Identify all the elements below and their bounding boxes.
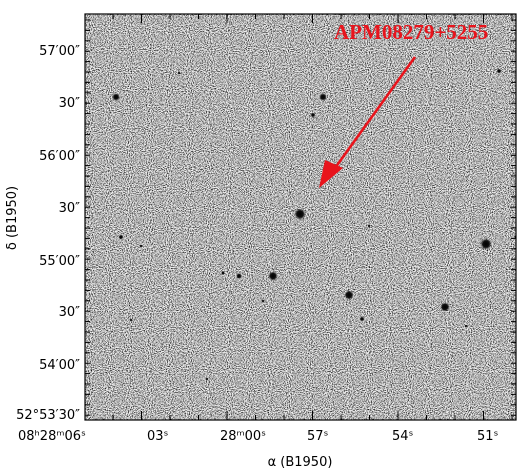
- star: [440, 302, 450, 312]
- star: [112, 93, 120, 101]
- plot-frame: [84, 13, 517, 421]
- star: [480, 238, 492, 250]
- star: [118, 234, 124, 240]
- star: [221, 271, 225, 275]
- target-arrow: [319, 56, 417, 188]
- x-tick-label: 03ˢ: [147, 429, 169, 444]
- x-tick-label: 57ˢ: [307, 429, 329, 444]
- star: [344, 290, 354, 300]
- sky-image: [85, 14, 516, 420]
- y-tick-label: 30″: [59, 96, 81, 111]
- x-axis-title: α (B1950): [268, 455, 333, 470]
- star: [294, 208, 306, 220]
- x-tick-label: 51ˢ: [477, 429, 499, 444]
- x-tick-label: 28ᵐ00ˢ: [220, 429, 266, 444]
- star: [205, 377, 209, 381]
- axis-ticks: [85, 14, 516, 420]
- y-tick-label: 30″: [59, 201, 81, 216]
- x-tick-label: 08ʰ28ᵐ06ˢ: [18, 429, 86, 444]
- star-field: [112, 68, 516, 381]
- y-axis-title: δ (B1950): [5, 186, 20, 250]
- y-tick-label: 54′00″: [39, 358, 80, 373]
- x-tick-label: 54ˢ: [392, 429, 414, 444]
- star: [496, 68, 502, 74]
- target-label: APM08279+5255: [334, 20, 488, 44]
- y-tick-label: 56′00″: [39, 149, 80, 164]
- star: [367, 224, 371, 228]
- star: [129, 318, 133, 322]
- y-tick-labels: 57′00″ 30″ 56′00″ 30″ 55′00″ 30″ 54′00″ …: [16, 44, 80, 423]
- y-tick-label: 55′00″: [39, 254, 80, 269]
- y-tick-label: 52°53′30″: [16, 408, 80, 423]
- star: [464, 324, 468, 328]
- y-tick-label: 30″: [59, 305, 81, 320]
- y-tick-label: 57′00″: [39, 44, 80, 59]
- star: [359, 316, 365, 322]
- star: [177, 71, 181, 75]
- star: [268, 271, 278, 281]
- star: [236, 273, 242, 279]
- star: [261, 299, 265, 303]
- x-tick-labels: 08ʰ28ᵐ06ˢ 03ˢ 28ᵐ00ˢ 57ˢ 54ˢ 51ˢ: [18, 429, 499, 444]
- star: [310, 112, 316, 118]
- star: [319, 93, 327, 101]
- star: [139, 244, 143, 248]
